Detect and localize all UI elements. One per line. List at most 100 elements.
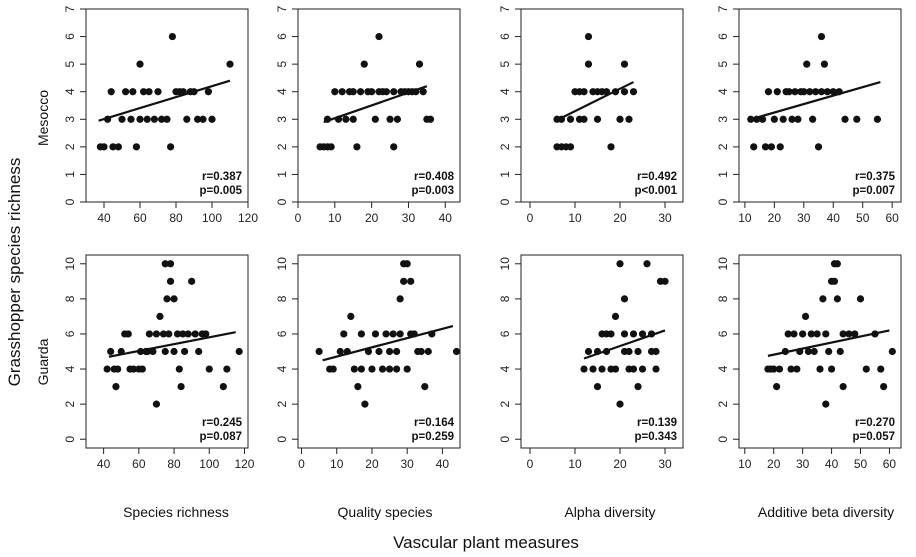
y-tick-label: 8 xyxy=(498,295,512,302)
data-point xyxy=(761,143,770,151)
y-tick-label: 4 xyxy=(63,88,77,95)
data-point xyxy=(165,330,173,338)
data-point xyxy=(152,330,161,338)
y-tick-label: 4 xyxy=(498,88,512,95)
regression-line xyxy=(583,329,666,360)
data-point xyxy=(638,330,647,338)
x-tick-label: 20 xyxy=(613,211,627,225)
data-point xyxy=(177,382,185,391)
data-point xyxy=(634,382,642,391)
data-point xyxy=(400,277,408,285)
x-tick-label: 10 xyxy=(330,457,344,471)
panel-guarda-quality-species: 0 10 20 30 40 0 2 4 6 8 10 r=0.164 p=0.259 xyxy=(275,254,461,471)
data-point xyxy=(750,143,758,151)
data-point xyxy=(819,295,827,303)
y-tick-label: 7 xyxy=(716,5,730,12)
data-point xyxy=(219,382,227,391)
panel-guarda-species-richness: 40 60 80 100 120 0 2 4 6 8 10 r=0.245 p=0.087 xyxy=(63,254,255,471)
data-point xyxy=(357,330,365,338)
data-point xyxy=(191,330,199,338)
y-tick-label: 2 xyxy=(716,400,730,407)
data-point xyxy=(833,295,841,303)
x-tick-label: 40 xyxy=(827,211,841,225)
y-tick-label: 8 xyxy=(63,295,77,302)
y-tick-label: 5 xyxy=(63,60,77,67)
data-point xyxy=(393,347,401,356)
data-point xyxy=(338,88,346,96)
correlation-label: r=0.387 xyxy=(202,171,242,183)
y-tick-label: 4 xyxy=(498,365,512,372)
data-point xyxy=(166,277,175,285)
correlation-label: r=0.270 xyxy=(855,417,895,429)
data-point xyxy=(629,365,638,373)
data-point xyxy=(611,365,620,373)
y-tick-label: 10 xyxy=(63,257,77,271)
y-tick-label: 3 xyxy=(275,116,289,123)
data-point xyxy=(816,365,824,373)
y-tick-label: 1 xyxy=(716,171,730,178)
data-point xyxy=(823,88,831,96)
data-point xyxy=(109,143,117,151)
y-tick-label: 8 xyxy=(716,295,730,302)
y-tick-label: 3 xyxy=(63,116,77,123)
data-point xyxy=(862,365,870,373)
y-tick-label: 6 xyxy=(275,330,289,337)
data-point xyxy=(103,365,111,373)
y-tick-label: 1 xyxy=(63,171,77,178)
x-tick-label: 0 xyxy=(298,457,305,471)
regression-line xyxy=(98,79,231,122)
column-label-quality-species: Quality species xyxy=(338,504,433,520)
data-point xyxy=(356,88,365,96)
y-tick-label: 0 xyxy=(63,436,77,443)
data-point xyxy=(593,382,602,391)
data-point xyxy=(793,365,801,373)
data-point xyxy=(611,312,620,321)
x-tick-label: 40 xyxy=(436,457,450,471)
p-value-label: p=0.007 xyxy=(852,185,895,197)
data-point xyxy=(643,260,651,268)
data-point xyxy=(616,115,624,123)
x-tick-label: 20 xyxy=(365,211,379,225)
x-tick-label: 10 xyxy=(568,211,582,225)
data-point xyxy=(580,115,588,123)
column-label-alpha-diversity: Alpha diversity xyxy=(564,504,655,520)
data-point xyxy=(393,115,402,123)
data-point xyxy=(620,295,629,303)
data-point xyxy=(770,115,778,123)
data-point xyxy=(122,88,130,96)
y-tick-label: 2 xyxy=(63,143,77,150)
regression-line xyxy=(108,331,236,358)
data-point xyxy=(331,88,339,96)
data-point xyxy=(625,347,633,356)
y-tick-label: 1 xyxy=(498,171,512,178)
data-point xyxy=(584,347,593,356)
data-point xyxy=(396,295,404,303)
y-tick-label: 2 xyxy=(498,400,512,407)
data-point xyxy=(629,330,638,338)
data-point xyxy=(382,88,390,96)
data-point xyxy=(629,88,638,96)
data-point xyxy=(152,400,161,408)
data-point xyxy=(452,347,461,356)
data-point xyxy=(813,330,821,338)
data-point xyxy=(382,330,390,338)
data-point xyxy=(150,115,158,123)
data-point xyxy=(145,330,153,338)
data-point xyxy=(845,330,853,338)
x-tick-label: 30 xyxy=(658,211,672,225)
y-tick-label: 2 xyxy=(498,143,512,150)
y-tick-label: 7 xyxy=(63,5,77,12)
x-tick-label: 0 xyxy=(527,211,534,225)
data-point xyxy=(607,330,615,338)
data-point xyxy=(205,365,213,373)
data-point xyxy=(770,365,778,373)
data-point xyxy=(194,115,202,123)
data-point xyxy=(807,330,815,338)
data-point xyxy=(145,88,153,96)
y-axis-title: Grasshopper species richness xyxy=(5,158,24,387)
data-point xyxy=(779,115,787,123)
y-tick-label: 0 xyxy=(63,198,77,205)
y-tick-label: 4 xyxy=(716,365,730,372)
data-point xyxy=(616,400,624,408)
